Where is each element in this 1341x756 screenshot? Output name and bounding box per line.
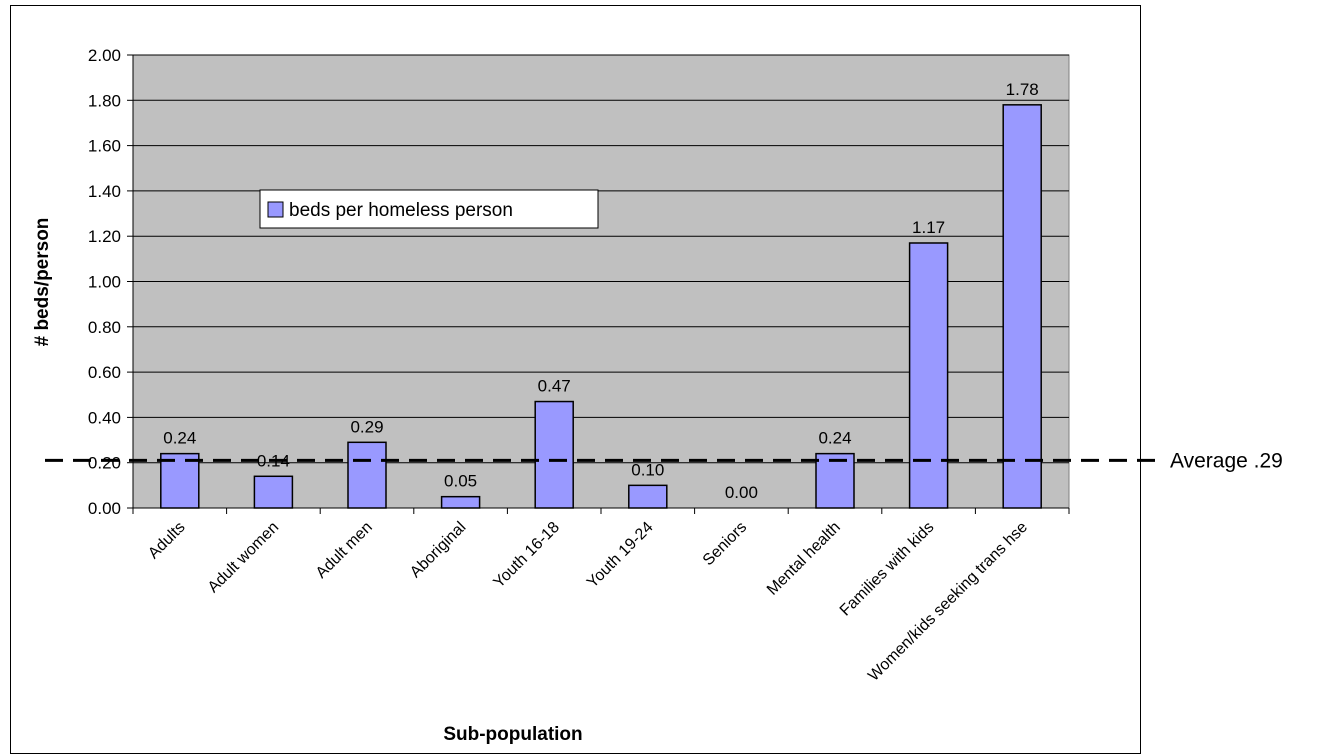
average-label: Average .29 [1170,449,1283,472]
data-label: 0.47 [538,377,571,396]
y-tick-label: 0.20 [88,454,121,473]
y-tick-label: 1.40 [88,182,121,201]
data-labels: 0.240.140.290.050.470.100.000.241.171.78 [163,80,1038,502]
y-tick-label: 2.00 [88,46,121,65]
y-tick-labels: 0.00 0.20 0.40 0.60 0.80 1.00 1.20 1.40 1.60 1.80… [88,46,121,518]
data-label: 0.24 [163,429,196,448]
y-tick-label: 0.60 [88,363,121,382]
data-label: 1.17 [912,218,945,237]
y-tick-label: 0.80 [88,318,121,337]
y-tick-label: 1.00 [88,273,121,292]
bar [253,475,294,509]
data-label: 0.29 [350,417,383,436]
legend-box [259,189,599,229]
bar [628,484,668,509]
data-label: 0.24 [818,429,851,448]
bar [534,400,574,509]
legend-swatch [267,201,284,218]
y-tick-label: 1.80 [88,91,121,110]
data-label: 0.10 [631,460,664,479]
legend: beds per homeless person [259,189,599,229]
data-label: 1.78 [1006,80,1039,99]
y-tick-label: 0.00 [88,499,121,518]
y-tick-label: 1.60 [88,137,121,156]
bar [908,242,949,509]
bar [440,495,481,509]
bar [347,441,387,509]
x-axis-title: Sub-population [443,724,582,745]
ticks [127,54,1070,514]
data-label: 0.05 [444,472,477,491]
y-tick-label: 0.40 [88,408,121,427]
y-tick-label: 1.20 [88,227,121,246]
y-axis-title: # beds/person [32,218,53,347]
legend-label: beds per homeless person [289,200,513,221]
data-label: 0.00 [725,483,758,502]
bar [1002,104,1042,509]
